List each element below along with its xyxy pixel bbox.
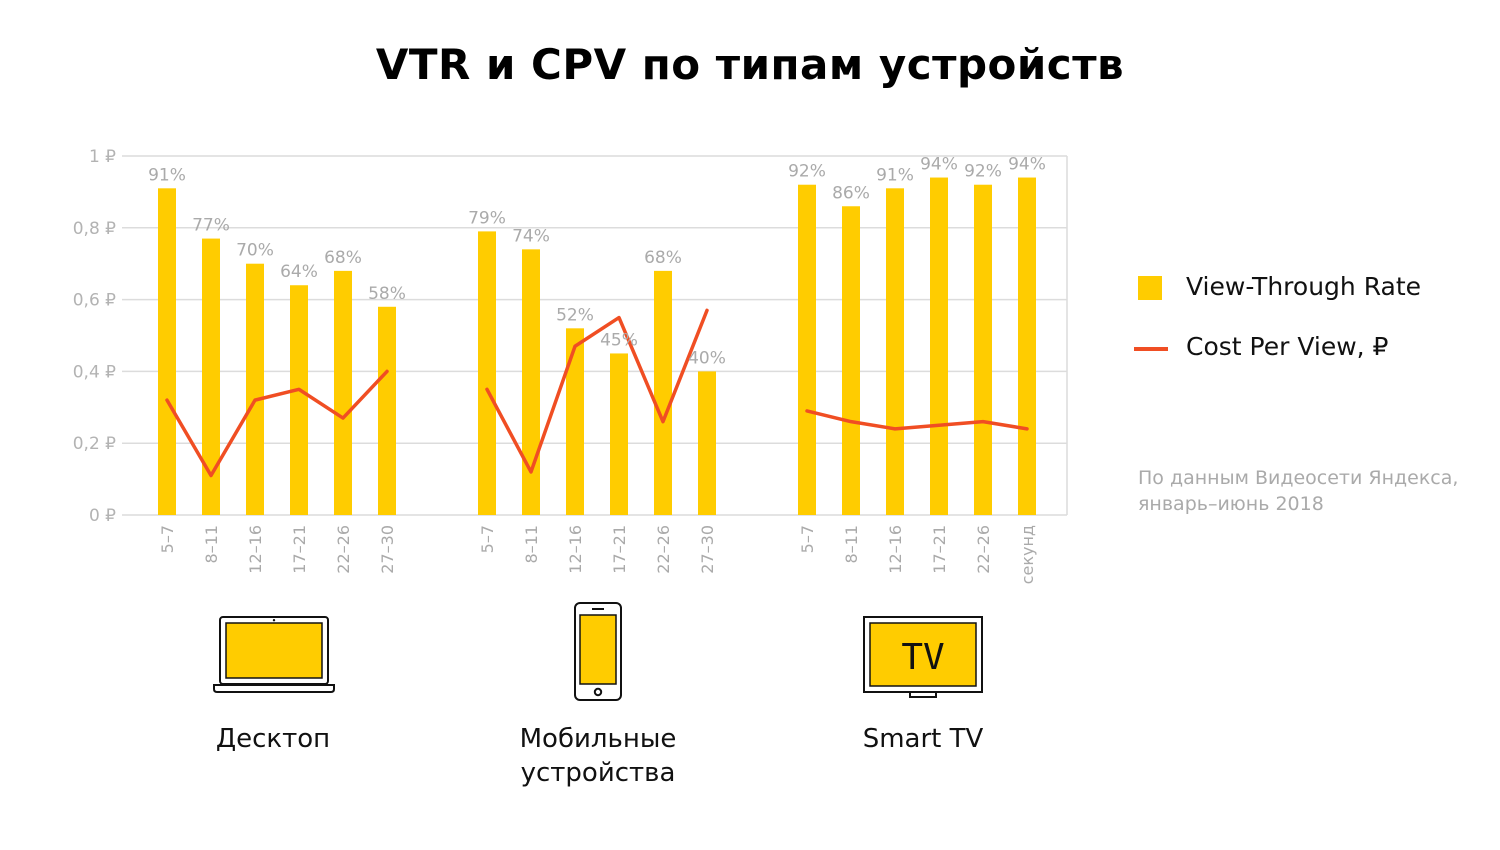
- vtr-data-label: 74%: [512, 226, 550, 246]
- vtr-bar: [158, 188, 176, 515]
- category-label: 27–30: [698, 525, 717, 574]
- category-label: 22–26: [654, 525, 673, 574]
- bar-layer: [158, 177, 1036, 516]
- vtr-bar: [930, 177, 948, 516]
- vtr-bar: [290, 285, 308, 515]
- vtr-data-label: 77%: [192, 216, 230, 236]
- vtr-bar: [886, 188, 904, 515]
- device-label-tv: Smart TV: [862, 724, 984, 754]
- vtr-data-label: 58%: [368, 284, 406, 304]
- vtr-bar: [610, 353, 628, 515]
- vtr-data-label: 86%: [832, 183, 870, 203]
- vtr-data-label: 68%: [324, 248, 362, 268]
- vtr-data-label: 64%: [280, 262, 318, 282]
- vtr-bar: [202, 238, 220, 515]
- y-tick-label: 0,6 ₽: [73, 291, 116, 311]
- cpv-line: [165, 369, 389, 478]
- chart-title: VTR и CPV по типам устройств: [375, 40, 1125, 89]
- category-label: 22–26: [334, 525, 353, 574]
- cpv-line: [485, 308, 709, 474]
- vtr-data-label: 92%: [964, 162, 1002, 182]
- vtr-data-label: 45%: [600, 330, 638, 350]
- category-label: 8–11: [202, 525, 221, 564]
- vtr-bar: [522, 249, 540, 515]
- device-label-desktop: Десктоп: [215, 724, 331, 754]
- vtr-data-label: 70%: [236, 241, 274, 261]
- vtr-bar: [566, 328, 584, 515]
- vtr-bar: [842, 206, 860, 515]
- tv-icon: TV: [863, 616, 983, 698]
- y-tick-label: 0,2 ₽: [73, 434, 116, 454]
- category-label: 22–26: [974, 525, 993, 574]
- laptop-icon: [213, 616, 335, 693]
- vtr-bar: [378, 306, 396, 515]
- category-label: 27–30: [378, 525, 397, 574]
- y-tick-layer: 0 ₽ 0,2 ₽ 0,4 ₽ 0,6 ₽ 0,8 ₽ 1 ₽: [73, 147, 116, 526]
- vtr-data-label: 40%: [688, 348, 726, 368]
- category-label: 8–11: [522, 525, 541, 564]
- y-tick-label: 0 ₽: [89, 506, 116, 526]
- y-tick-label: 0,4 ₽: [73, 362, 116, 382]
- vtr-data-label: 68%: [644, 248, 682, 268]
- category-label: 17–21: [930, 525, 949, 574]
- legend-swatch-vtr: [1138, 276, 1162, 300]
- legend-swatch-cpv: [1134, 347, 1168, 351]
- category-label: 5–7: [478, 525, 497, 553]
- vtr-bar: [478, 231, 496, 515]
- vtr-bar: [1018, 177, 1036, 516]
- vtr-bar: [798, 184, 816, 515]
- category-label: 17–21: [610, 525, 629, 574]
- y-tick-label: 1 ₽: [89, 147, 116, 167]
- vtr-data-label: 79%: [468, 208, 506, 228]
- vtr-data-label: 91%: [148, 165, 186, 185]
- vtr-bar: [974, 184, 992, 515]
- category-label: 5–7: [158, 525, 177, 553]
- category-label-layer: 5–7 8–11 12–16 17–21 22–26 27–30 5–7 8–11 12–16 1…: [158, 525, 1037, 584]
- vtr-data-label: 92%: [788, 162, 826, 182]
- legend-label-cpv: Cost Per View, ₽: [1186, 332, 1389, 361]
- y-tick-label: 0,8 ₽: [73, 219, 116, 239]
- legend-label-vtr: View-Through Rate: [1186, 272, 1422, 301]
- vtr-bar: [654, 270, 672, 515]
- grid-layer: [122, 155, 1068, 516]
- vtr-data-label: 91%: [876, 165, 914, 185]
- vtr-bar: [334, 270, 352, 515]
- vtr-data-label: 94%: [1008, 155, 1046, 175]
- vtr-data-label: 52%: [556, 305, 594, 325]
- bar-label-layer: 91% 77% 70% 64% 68% 58% 79% 74% 52% 45% 68% 40% 92% 8…: [148, 155, 1046, 369]
- category-label: секунд: [1018, 525, 1037, 584]
- device-label-mobile: Мобильные устройства: [519, 724, 677, 788]
- source-note: По данным Видеосети Яндекса, январь–июнь…: [1138, 467, 1459, 515]
- vtr-bar: [698, 371, 716, 515]
- category-label: 8–11: [842, 525, 861, 564]
- vtr-data-label: 94%: [920, 155, 958, 175]
- line-layer: [165, 308, 1029, 478]
- category-label: 12–16: [566, 525, 585, 574]
- category-label: 17–21: [290, 525, 309, 574]
- category-label: 12–16: [246, 525, 265, 574]
- category-label: 5–7: [798, 525, 817, 553]
- tv-screen-text: TV: [901, 637, 944, 678]
- smartphone-icon: [574, 602, 622, 701]
- category-label: 12–16: [886, 525, 905, 574]
- vtr-bar: [246, 263, 264, 515]
- cpv-line: [805, 409, 1029, 431]
